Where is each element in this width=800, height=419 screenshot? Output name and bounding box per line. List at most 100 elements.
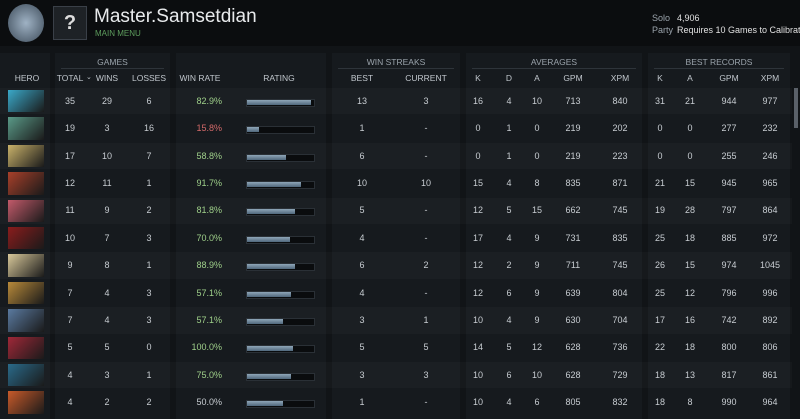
column-header: TOTAL: [56, 73, 84, 83]
cell: 817: [721, 369, 737, 380]
top-bar: [0, 0, 800, 46]
cell: 10: [531, 369, 542, 380]
group-header: WIN STREAKS: [366, 57, 426, 67]
cell: 12: [64, 177, 75, 188]
hero-icon: [8, 336, 44, 359]
hero-icon: [8, 144, 44, 168]
hero-icon: [8, 90, 44, 113]
cell: 804: [612, 287, 628, 298]
menu-link[interactable]: MAIN MENU: [95, 29, 141, 38]
cell: -: [424, 205, 428, 216]
cell: 29: [101, 95, 112, 106]
cell: 18: [654, 397, 665, 408]
cell: 12: [684, 287, 695, 298]
cell: 31: [654, 95, 665, 106]
cell: 35: [64, 95, 75, 106]
cell: 861: [762, 369, 778, 380]
stat-value: Requires 10 Games to Calibrate: [677, 25, 800, 35]
cell: 7: [104, 232, 110, 243]
cell: 800: [721, 342, 737, 353]
cell: 711: [565, 260, 581, 271]
panel: [332, 53, 460, 419]
hero-icon: [8, 364, 44, 387]
sort-arrow: ⌄: [86, 74, 92, 81]
column-header: CURRENT: [405, 73, 447, 83]
cell: 4: [506, 177, 512, 188]
panel: [466, 53, 642, 419]
column-header: A: [687, 73, 693, 83]
cell: 14: [472, 342, 483, 353]
cell: 2: [506, 260, 512, 271]
cell: 21: [684, 95, 695, 106]
cell: 13: [684, 369, 695, 380]
cell: 2: [146, 205, 152, 216]
cell: 0: [146, 342, 152, 353]
cell: 871: [612, 177, 628, 188]
cell: 892: [762, 314, 778, 325]
player-name: Master.Samsetdian: [94, 6, 257, 27]
cell: 100.0%: [191, 342, 222, 353]
cell: 6: [506, 287, 512, 298]
cell: 11: [102, 177, 112, 188]
column-header: LOSSES: [131, 73, 167, 83]
cell: 1: [423, 314, 429, 325]
cell: 4: [359, 232, 365, 243]
cell: 10: [472, 314, 483, 325]
cell: 4: [104, 287, 110, 298]
cell: 3: [423, 369, 429, 380]
cell: 25: [654, 232, 665, 243]
column-header: RATING: [263, 73, 295, 83]
cell: 19: [64, 123, 75, 134]
hero-icon: [8, 172, 44, 195]
cell: 2: [104, 397, 110, 408]
cell: 945: [721, 177, 737, 188]
column-header: XPM: [760, 73, 780, 83]
cell: -: [424, 123, 428, 134]
cell: 736: [612, 342, 628, 353]
cell: 1: [146, 260, 152, 271]
hero-icon: [8, 199, 44, 222]
cell: 4: [104, 314, 110, 325]
cell: 5: [359, 342, 365, 353]
cell: 1: [506, 123, 512, 134]
cell: 628: [565, 369, 581, 380]
cell: 1: [146, 177, 152, 188]
cell: 630: [565, 314, 581, 325]
cell: -: [424, 232, 428, 243]
group-header: GAMES: [97, 57, 128, 67]
cell: 704: [612, 314, 628, 325]
cell: 639: [565, 287, 581, 298]
cell: 12: [472, 205, 483, 216]
group-rule: [472, 68, 636, 69]
cell: 28: [684, 205, 695, 216]
hero-icon: [8, 117, 44, 140]
cell: -: [424, 150, 428, 161]
hero-icon: [8, 309, 44, 332]
cell: 57.1%: [196, 314, 222, 325]
cell: 15: [684, 177, 695, 188]
cell: 7: [67, 287, 73, 298]
cell: 796: [721, 287, 737, 298]
cell: 9: [534, 260, 540, 271]
cell: 628: [565, 342, 581, 353]
cell: 12: [472, 260, 483, 271]
cell: 832: [612, 397, 628, 408]
cell: 10: [356, 177, 367, 188]
cell: 8: [104, 260, 110, 271]
cell: 91.7%: [196, 177, 222, 188]
column-header: BEST: [350, 73, 374, 83]
cell: 835: [565, 177, 581, 188]
cell: 806: [762, 342, 778, 353]
scrollbar[interactable]: [794, 88, 798, 128]
rating-bar: [247, 318, 284, 324]
column-header: K: [475, 73, 481, 83]
cell: 18: [654, 369, 665, 380]
panel: [648, 53, 790, 419]
column-header: GPM: [563, 73, 583, 83]
cell: 9: [67, 260, 73, 271]
cell: 18: [684, 232, 695, 243]
cell: 0: [687, 150, 693, 161]
cell: 17: [472, 232, 483, 243]
cell: 4: [67, 369, 73, 380]
cell: 232: [762, 123, 778, 134]
